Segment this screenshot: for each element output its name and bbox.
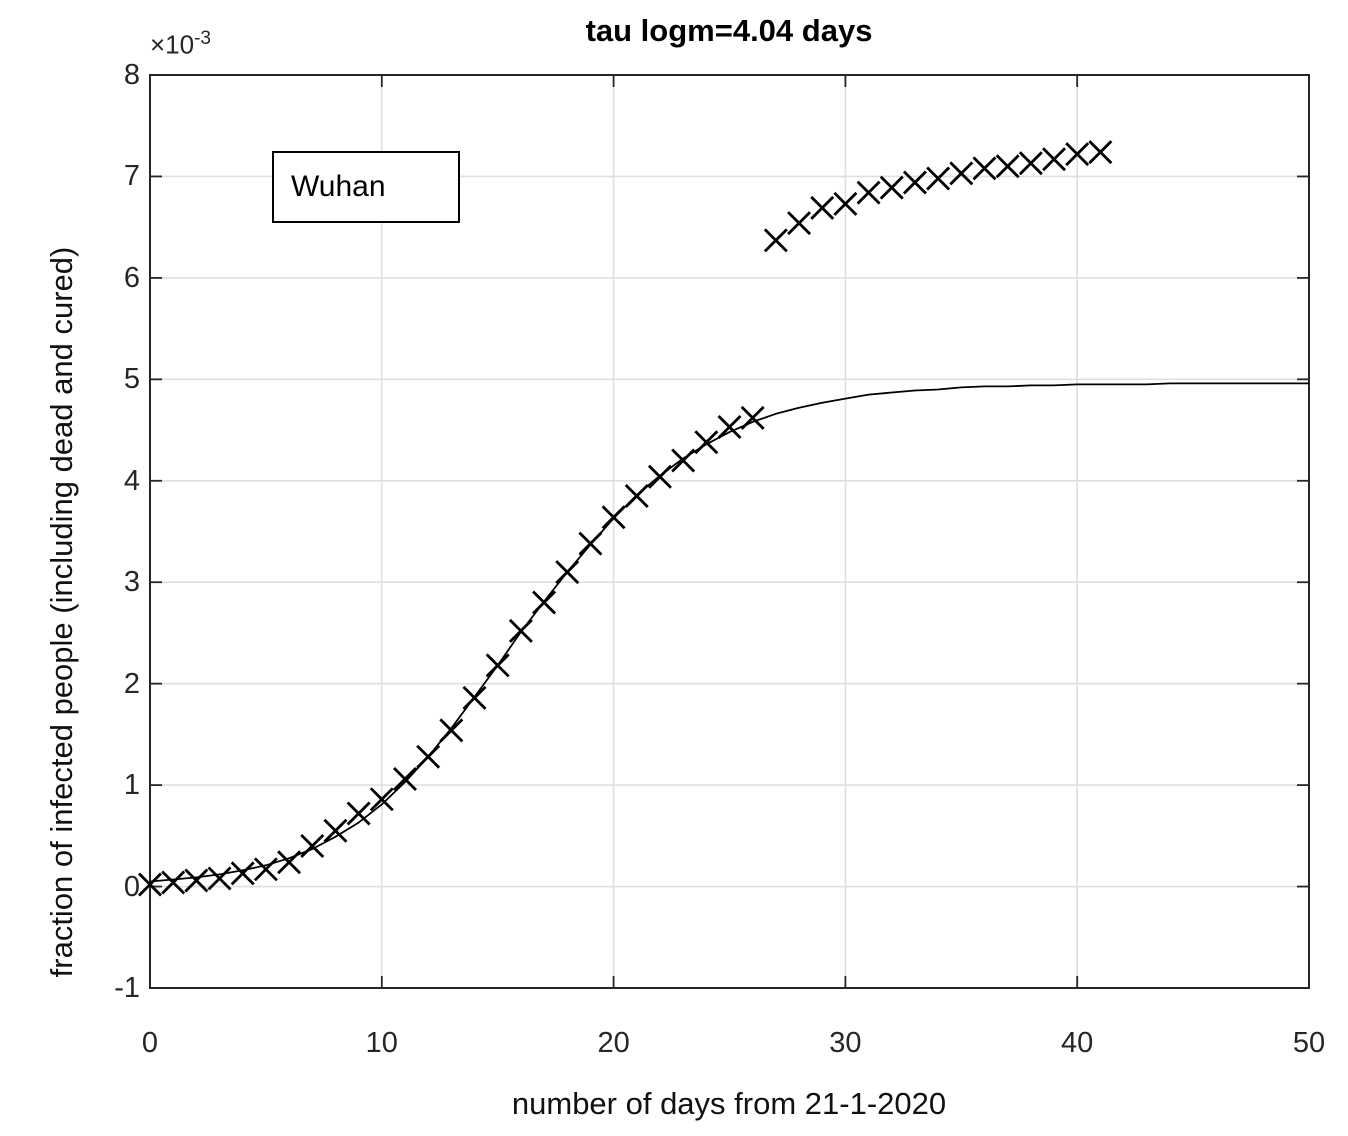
y-axis-scale-base: ×10 (150, 29, 195, 60)
y-tick-label: 3 (123, 566, 140, 599)
y-axis-label: fraction of infected people (including d… (44, 246, 79, 978)
y-tick-label: 8 (123, 59, 140, 91)
y-tick-label: 2 (123, 667, 140, 700)
x-tick-label: 20 (597, 1027, 630, 1059)
x-tick-label: 10 (365, 1027, 398, 1059)
chart-title: tau logm=4.04 days (585, 13, 873, 48)
x-tick-label: 40 (1061, 1027, 1094, 1059)
x-tick-label: 30 (829, 1027, 862, 1059)
y-axis-scale-label: ×10-3 (150, 28, 211, 61)
y-tick-label: 4 (123, 464, 140, 497)
legend-box: Wuhan (272, 151, 460, 223)
y-tick-label: -1 (114, 972, 140, 1004)
y-tick-label: 0 (123, 870, 140, 903)
legend-label: Wuhan (291, 170, 386, 203)
x-tick-label: 50 (1292, 1027, 1326, 1059)
y-tick-label: 1 (123, 769, 140, 802)
y-tick-label: 5 (123, 363, 140, 396)
y-tick-label: 6 (123, 261, 140, 294)
y-tick-label: 7 (123, 160, 140, 193)
y-axis-scale-exponent: -3 (194, 28, 212, 49)
x-axis-label: number of days from 21-1-2020 (511, 1086, 947, 1121)
x-tick-label: 0 (141, 1027, 159, 1059)
